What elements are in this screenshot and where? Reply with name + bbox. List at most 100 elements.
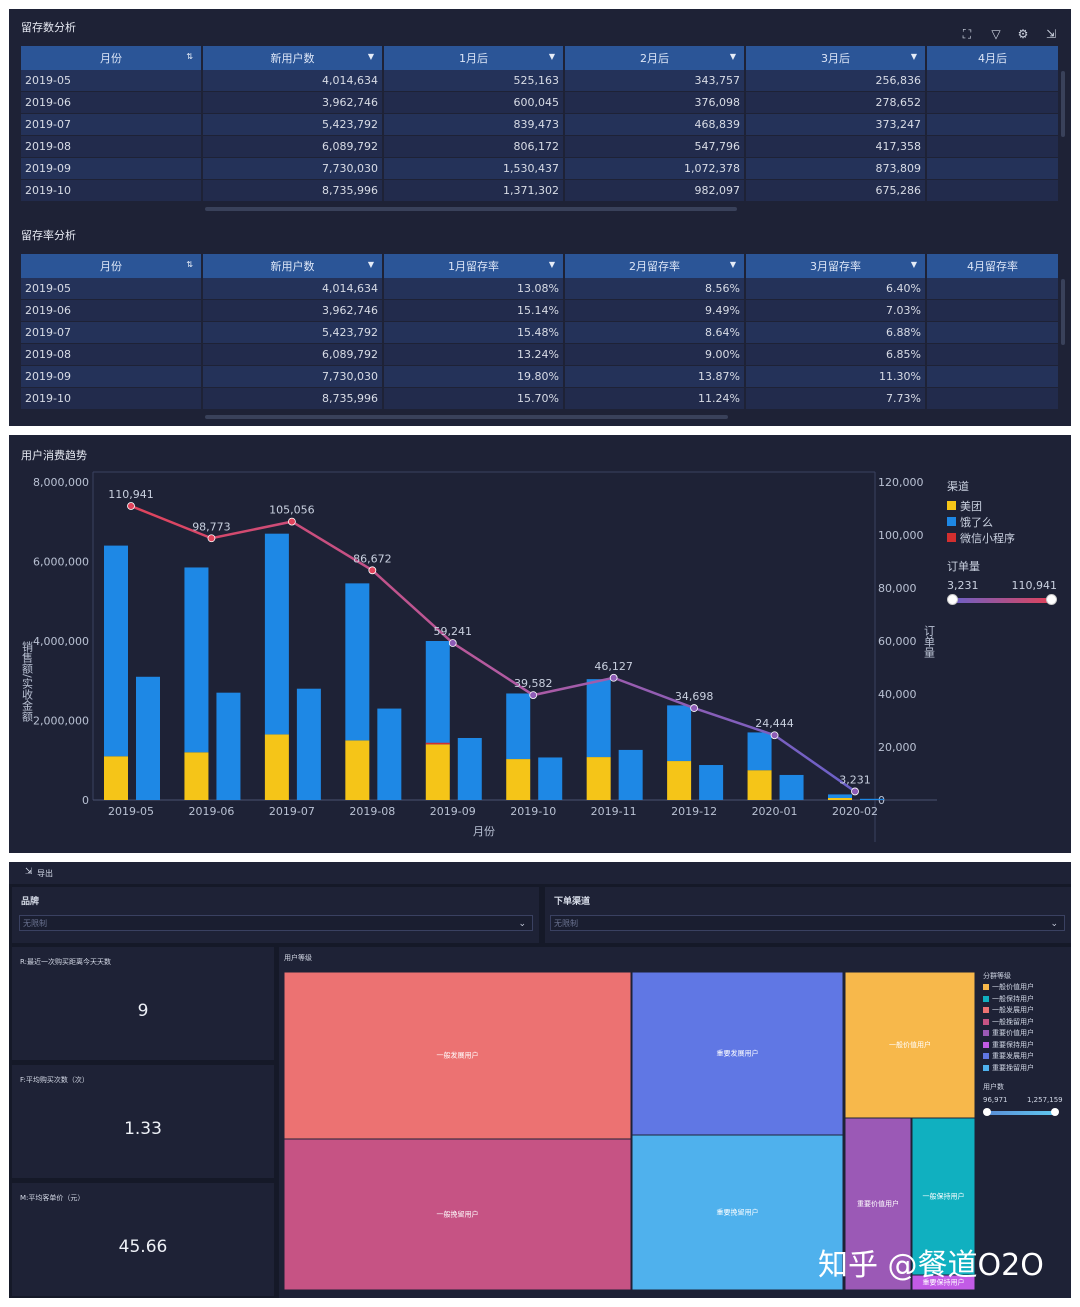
x-tick-label: 2019-08 bbox=[349, 805, 395, 818]
dropdown-caret-icon[interactable]: ▼ bbox=[910, 260, 917, 269]
column-header[interactable]: 1月留存率 ▼ bbox=[383, 254, 565, 278]
bar-paid bbox=[618, 749, 643, 800]
column-header[interactable]: 3月后 ▼ bbox=[745, 46, 927, 70]
treemap-tile[interactable] bbox=[911, 1274, 976, 1291]
treemap-tile[interactable] bbox=[844, 971, 976, 1119]
bar-paid bbox=[779, 774, 804, 800]
legend-item[interactable]: 重要挽留用户 bbox=[983, 1063, 1034, 1073]
column-header[interactable]: 1月后 ▼ bbox=[383, 46, 565, 70]
x-tick-label: 2019-09 bbox=[430, 805, 476, 818]
channel-select[interactable]: 无限制 ⌄ bbox=[550, 915, 1065, 931]
column-header[interactable]: 4月留存率 bbox=[926, 254, 1060, 278]
brand-select[interactable]: 无限制 ⌄ bbox=[19, 915, 533, 931]
column-header[interactable]: 4月后 bbox=[926, 46, 1060, 70]
column-header[interactable]: 2月留存率 ▼ bbox=[564, 254, 746, 278]
export-icon[interactable]: ⇲ bbox=[25, 867, 33, 877]
legend-swatch bbox=[983, 1007, 989, 1013]
bar-meituan bbox=[345, 740, 370, 800]
legend-swatch bbox=[947, 517, 956, 526]
y2-tick-label: 60,000 bbox=[878, 635, 917, 648]
legend-item[interactable]: 微信小程序 bbox=[947, 530, 1015, 546]
bar-paid bbox=[136, 676, 160, 800]
column-header[interactable]: 新用户数 ▼ bbox=[202, 46, 384, 70]
table-cell: 2019-10 bbox=[21, 387, 203, 410]
bar-eleme bbox=[747, 732, 772, 771]
range-slider-track[interactable] bbox=[951, 598, 1051, 603]
table-cell: 3,962,746 bbox=[202, 299, 384, 322]
channel-filter: 下单渠道 无限制 ⌄ bbox=[545, 887, 1071, 943]
treemap-tile[interactable] bbox=[911, 1117, 976, 1276]
legend-item[interactable]: 一般发展用户 bbox=[983, 1005, 1034, 1015]
treemap-panel: 用户等级 一般发展用户 一般挽留用户 重要发展用户 重要挽留用户 一般价值用户 重要价值用… bbox=[279, 947, 1071, 1298]
rfm-panel: ⇲ 导出 品牌 无限制 ⌄ 下单渠道 无限制 ⌄ R:最近一次购买距离今天天数 … bbox=[9, 862, 1071, 1298]
channel-filter-label: 下单渠道 bbox=[554, 897, 591, 907]
table-cell: 2019-09 bbox=[21, 157, 203, 180]
bar-paid bbox=[699, 765, 724, 800]
bar-eleme bbox=[586, 679, 611, 758]
range-slider-handle-max[interactable] bbox=[1051, 1108, 1059, 1116]
sort-icon[interactable]: ⇅ bbox=[186, 260, 193, 269]
dropdown-caret-icon[interactable]: ▼ bbox=[548, 260, 555, 269]
treemap-tile[interactable] bbox=[283, 1138, 632, 1291]
column-header[interactable]: 新用户数 ▼ bbox=[202, 254, 384, 278]
legend-item[interactable]: 饿了么 bbox=[947, 514, 993, 530]
table-cell bbox=[926, 278, 1060, 300]
treemap-tile[interactable] bbox=[844, 1117, 912, 1291]
bar-paid bbox=[860, 798, 884, 800]
range-slider-handle-min[interactable] bbox=[983, 1108, 991, 1116]
bar-eleme bbox=[425, 641, 450, 745]
orders-point bbox=[851, 787, 859, 796]
column-header-label: 月份 bbox=[100, 260, 122, 273]
dropdown-caret-icon[interactable]: ▼ bbox=[729, 52, 736, 61]
settings-icon[interactable]: ⚙ bbox=[1017, 27, 1029, 41]
bar-eleme bbox=[264, 533, 289, 735]
export-label[interactable]: 导出 bbox=[37, 869, 53, 878]
column-header[interactable]: 月份 ⇅ bbox=[21, 46, 203, 70]
table-cell: 4,014,634 bbox=[202, 70, 384, 92]
column-header[interactable]: 3月留存率 ▼ bbox=[745, 254, 927, 278]
table-row: 2019-08 6,089,792 13.24% 9.00% 6.85% bbox=[21, 343, 1060, 366]
column-header[interactable]: 2月后 ▼ bbox=[564, 46, 746, 70]
column-header[interactable]: 月份 ⇅ bbox=[21, 254, 203, 278]
dropdown-caret-icon[interactable]: ▼ bbox=[367, 260, 374, 269]
sort-icon[interactable]: ⇅ bbox=[186, 52, 193, 61]
bar-meituan bbox=[747, 770, 772, 800]
treemap-tile[interactable] bbox=[283, 971, 632, 1140]
treemap-tile[interactable] bbox=[631, 971, 844, 1136]
legend-item[interactable]: 美团 bbox=[947, 498, 982, 514]
legend-item[interactable]: 一般挽留用户 bbox=[983, 1017, 1034, 1027]
retention-rate-hscroll[interactable] bbox=[205, 415, 728, 419]
chevron-down-icon: ⌄ bbox=[518, 919, 526, 929]
table-row: 2019-09 7,730,030 19.80% 13.87% 11.30% bbox=[21, 365, 1060, 388]
table-cell bbox=[926, 343, 1060, 366]
dropdown-caret-icon[interactable]: ▼ bbox=[548, 52, 555, 61]
legend-title: 分群等级 bbox=[983, 972, 1011, 980]
legend-item[interactable]: 一般价值用户 bbox=[983, 982, 1034, 992]
dropdown-caret-icon[interactable]: ▼ bbox=[729, 260, 736, 269]
range-slider-handle-max[interactable] bbox=[1046, 594, 1057, 605]
table-row: 2019-09 7,730,030 1,530,437 1,072,378 873,80… bbox=[21, 157, 1060, 180]
legend-item[interactable]: 一般保持用户 bbox=[983, 994, 1034, 1004]
range-slider-handle-min[interactable] bbox=[947, 594, 958, 605]
treemap-tile-label: 一般保持用户 bbox=[923, 1192, 965, 1201]
table-cell: 2019-08 bbox=[21, 343, 203, 366]
fullscreen-icon[interactable]: ⛶ bbox=[962, 27, 972, 41]
export-icon[interactable]: ⇲ bbox=[1045, 27, 1057, 41]
column-header-label: 4月留存率 bbox=[967, 260, 1018, 273]
legend-label: 美团 bbox=[960, 500, 982, 513]
retention-count-table: 月份 ⇅ 新用户数 ▼ 1月后 ▼ 2月后 ▼ 3月后 ▼ 4月后 2019-05 4,014,634… bbox=[21, 46, 1060, 202]
treemap-tile[interactable] bbox=[631, 1134, 844, 1291]
legend-item[interactable]: 重要价值用户 bbox=[983, 1028, 1034, 1038]
table-cell: 1,072,378 bbox=[564, 157, 746, 180]
range-slider-track[interactable] bbox=[987, 1111, 1055, 1115]
dropdown-caret-icon[interactable]: ▼ bbox=[367, 52, 374, 61]
retention-rate-vscroll[interactable] bbox=[1061, 279, 1065, 345]
filter-icon[interactable]: ▽ bbox=[991, 27, 1001, 41]
dropdown-caret-icon[interactable]: ▼ bbox=[910, 52, 917, 61]
orders-point bbox=[127, 502, 135, 510]
table-row: 2019-05 4,014,634 525,163 343,757 256,836 bbox=[21, 70, 1060, 92]
legend-item[interactable]: 重要保持用户 bbox=[983, 1040, 1034, 1050]
retention-count-hscroll[interactable] bbox=[205, 207, 737, 211]
legend-item[interactable]: 重要发展用户 bbox=[983, 1051, 1034, 1061]
retention-count-vscroll[interactable] bbox=[1061, 71, 1065, 137]
